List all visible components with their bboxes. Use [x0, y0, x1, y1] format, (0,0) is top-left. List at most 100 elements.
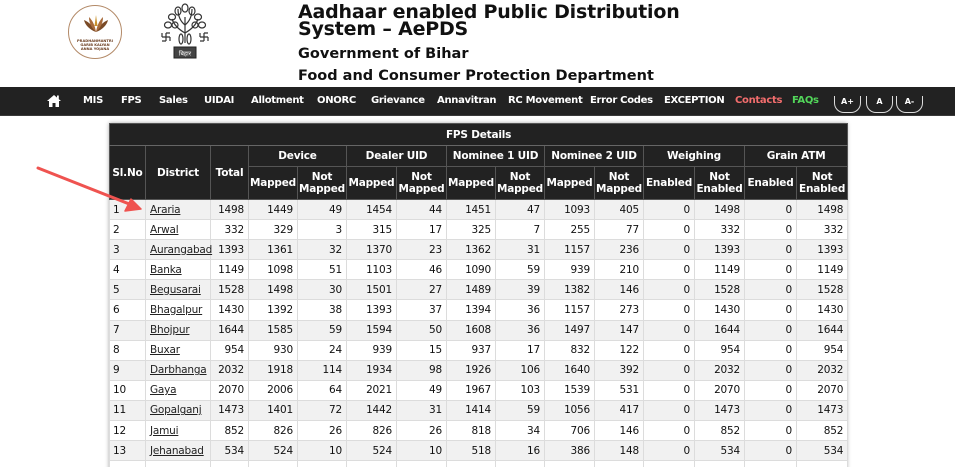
page-title: Aadhaar enabled Public Distribution Syst… — [298, 1, 680, 40]
district-link[interactable]: Arwal — [150, 223, 179, 236]
cell-grain-atm-not-enabled: 1498 — [795, 198, 849, 221]
table-row: 8 Buxar 954 930 24 939 15 937 17 832 122 0 954 0 954 — [109, 339, 849, 361]
district-link[interactable]: Gaya — [150, 384, 177, 397]
cell-nominee1-mapped: 325 — [446, 219, 496, 241]
nav-grievance[interactable]: Grievance — [371, 95, 425, 106]
nav-uidai[interactable]: UIDAI — [204, 95, 235, 106]
col-group-nominee2-uid: Nominee 2 UID — [544, 145, 644, 167]
district-link[interactable]: Jehanabad — [150, 444, 204, 457]
nav-mis[interactable]: MIS — [83, 95, 103, 106]
font-reset-button[interactable]: A — [866, 96, 893, 113]
cell-total: 1149 — [210, 259, 249, 281]
cell-nominee1-mapped — [446, 460, 496, 467]
logo-text-line: GARIB KALYAN — [80, 43, 110, 48]
col-grain-atm-enabled: Enabled — [744, 166, 797, 200]
district-link[interactable]: Begusarai — [150, 283, 201, 296]
col-group-grain-atm: Grain ATM — [743, 145, 849, 167]
nav-fps[interactable]: FPS — [121, 95, 142, 106]
cell-dealer-mapped: 1442 — [346, 399, 397, 422]
cell-dealer-not-mapped: 49 — [396, 379, 447, 401]
cell-device-mapped: 524 — [248, 440, 298, 462]
cell-weighing-enabled: 0 — [643, 239, 695, 261]
cell-nominee2-mapped — [544, 460, 595, 467]
cell-grain-atm-not-enabled: 1473 — [795, 399, 849, 422]
cell-weighing-not-enabled: 1149 — [694, 259, 745, 281]
cell-district: Bhojpur — [145, 319, 211, 341]
table-row: 3 Aurangabad 1393 1361 32 1370 23 1362 31 1157 236… — [109, 239, 849, 261]
cell-device-mapped: 1918 — [248, 359, 298, 381]
table-row: 9 Darbhanga 2032 1918 114 1934 98 1926 106 1640 39… — [109, 359, 849, 381]
nav-annavitran[interactable]: Annavitran — [437, 95, 497, 106]
cell-sl-no: 1 — [109, 198, 146, 221]
cell-device-mapped: 2006 — [248, 379, 298, 401]
district-link[interactable]: Banka — [150, 263, 182, 276]
cell-weighing-not-enabled: 1473 — [694, 399, 745, 422]
cell-nominee2-mapped: 1056 — [544, 399, 595, 422]
cell-nominee2-not-mapped: 392 — [594, 359, 644, 381]
cell-total: 1644 — [210, 319, 249, 341]
col-weighing-enabled: Enabled — [643, 166, 695, 200]
cell-grain-atm-enabled: 0 — [744, 339, 797, 361]
cell-sl-no — [109, 460, 146, 467]
district-link[interactable]: Gopalganj — [150, 404, 202, 417]
cell-dealer-not-mapped: 46 — [396, 259, 447, 281]
cell-weighing-not-enabled: 2032 — [694, 359, 745, 381]
cell-weighing-enabled: 0 — [643, 399, 695, 422]
cell-dealer-not-mapped — [396, 460, 447, 467]
district-link[interactable]: Bhojpur — [150, 324, 190, 337]
cell-total: 534 — [210, 440, 249, 462]
cell-weighing-enabled: 0 — [643, 339, 695, 361]
font-decrease-button[interactable]: A- — [896, 96, 923, 113]
district-link[interactable]: Darbhanga — [150, 364, 207, 377]
cell-weighing-enabled: 0 — [643, 420, 695, 442]
home-icon[interactable] — [47, 95, 61, 107]
cell-nominee2-mapped: 1539 — [544, 379, 595, 401]
nav-error-codes[interactable]: Error Codes — [590, 95, 653, 106]
nav-rc-movement[interactable]: RC Movement — [508, 95, 583, 106]
cell-nominee1-not-mapped: 31 — [495, 239, 545, 261]
cell-weighing-not-enabled: 534 — [694, 440, 745, 462]
cell-nominee2-not-mapped: 417 — [594, 399, 644, 422]
nav-allotment[interactable]: Allotment — [251, 95, 304, 106]
logo-text-line: ANNA YOJANA — [80, 47, 110, 52]
cell-dealer-not-mapped: 31 — [396, 399, 447, 422]
col-sl-no: Sl.No — [109, 145, 146, 200]
cell-nominee1-not-mapped: 16 — [495, 440, 545, 462]
cell-nominee1-mapped: 1489 — [446, 279, 496, 301]
table-row — [109, 460, 849, 467]
cell-district: Bhagalpur — [145, 299, 211, 321]
cell-weighing-not-enabled — [694, 460, 745, 467]
cell-sl-no: 13 — [109, 440, 146, 462]
cell-nominee2-mapped: 1382 — [544, 279, 595, 301]
cell-device-not-mapped: 24 — [297, 339, 347, 361]
nav-sales[interactable]: Sales — [159, 95, 188, 106]
col-group-device: Device — [248, 145, 347, 167]
cell-weighing-not-enabled: 1498 — [694, 198, 745, 221]
nav-onorc[interactable]: ONORC — [317, 95, 356, 106]
district-link[interactable]: Aurangabad — [150, 243, 213, 256]
cell-weighing-not-enabled: 1430 — [694, 299, 745, 321]
district-link[interactable]: Bhagalpur — [150, 304, 203, 317]
nav-contacts[interactable]: Contacts — [735, 95, 783, 106]
fps-details-table-container: FPS Details Sl.No District Total Device … — [108, 123, 849, 467]
district-link[interactable]: Jamui — [150, 424, 179, 437]
cell-weighing-enabled: 0 — [643, 219, 695, 241]
cell-grain-atm-enabled: 0 — [744, 440, 797, 462]
nav-exception[interactable]: EXCEPTION — [664, 95, 725, 106]
cell-nominee1-not-mapped: 17 — [495, 339, 545, 361]
nav-faqs[interactable]: FAQs — [792, 95, 819, 106]
cell-grain-atm-not-enabled — [795, 460, 849, 467]
cell-sl-no: 12 — [109, 420, 146, 442]
cell-nominee1-not-mapped: 34 — [495, 420, 545, 442]
district-link[interactable]: Buxar — [150, 344, 180, 357]
cell-nominee1-mapped: 1394 — [446, 299, 496, 321]
cell-device-mapped: 826 — [248, 420, 298, 442]
district-link[interactable]: Araria — [150, 203, 181, 216]
cell-nominee1-mapped: 1362 — [446, 239, 496, 261]
cell-dealer-not-mapped: 50 — [396, 319, 447, 341]
font-increase-button[interactable]: A+ — [834, 96, 861, 113]
col-group-dealer-uid: Dealer UID — [346, 145, 447, 167]
cell-grain-atm-not-enabled: 1528 — [795, 279, 849, 301]
cell-dealer-mapped: 1934 — [346, 359, 397, 381]
cell-grain-atm-enabled — [744, 460, 797, 467]
